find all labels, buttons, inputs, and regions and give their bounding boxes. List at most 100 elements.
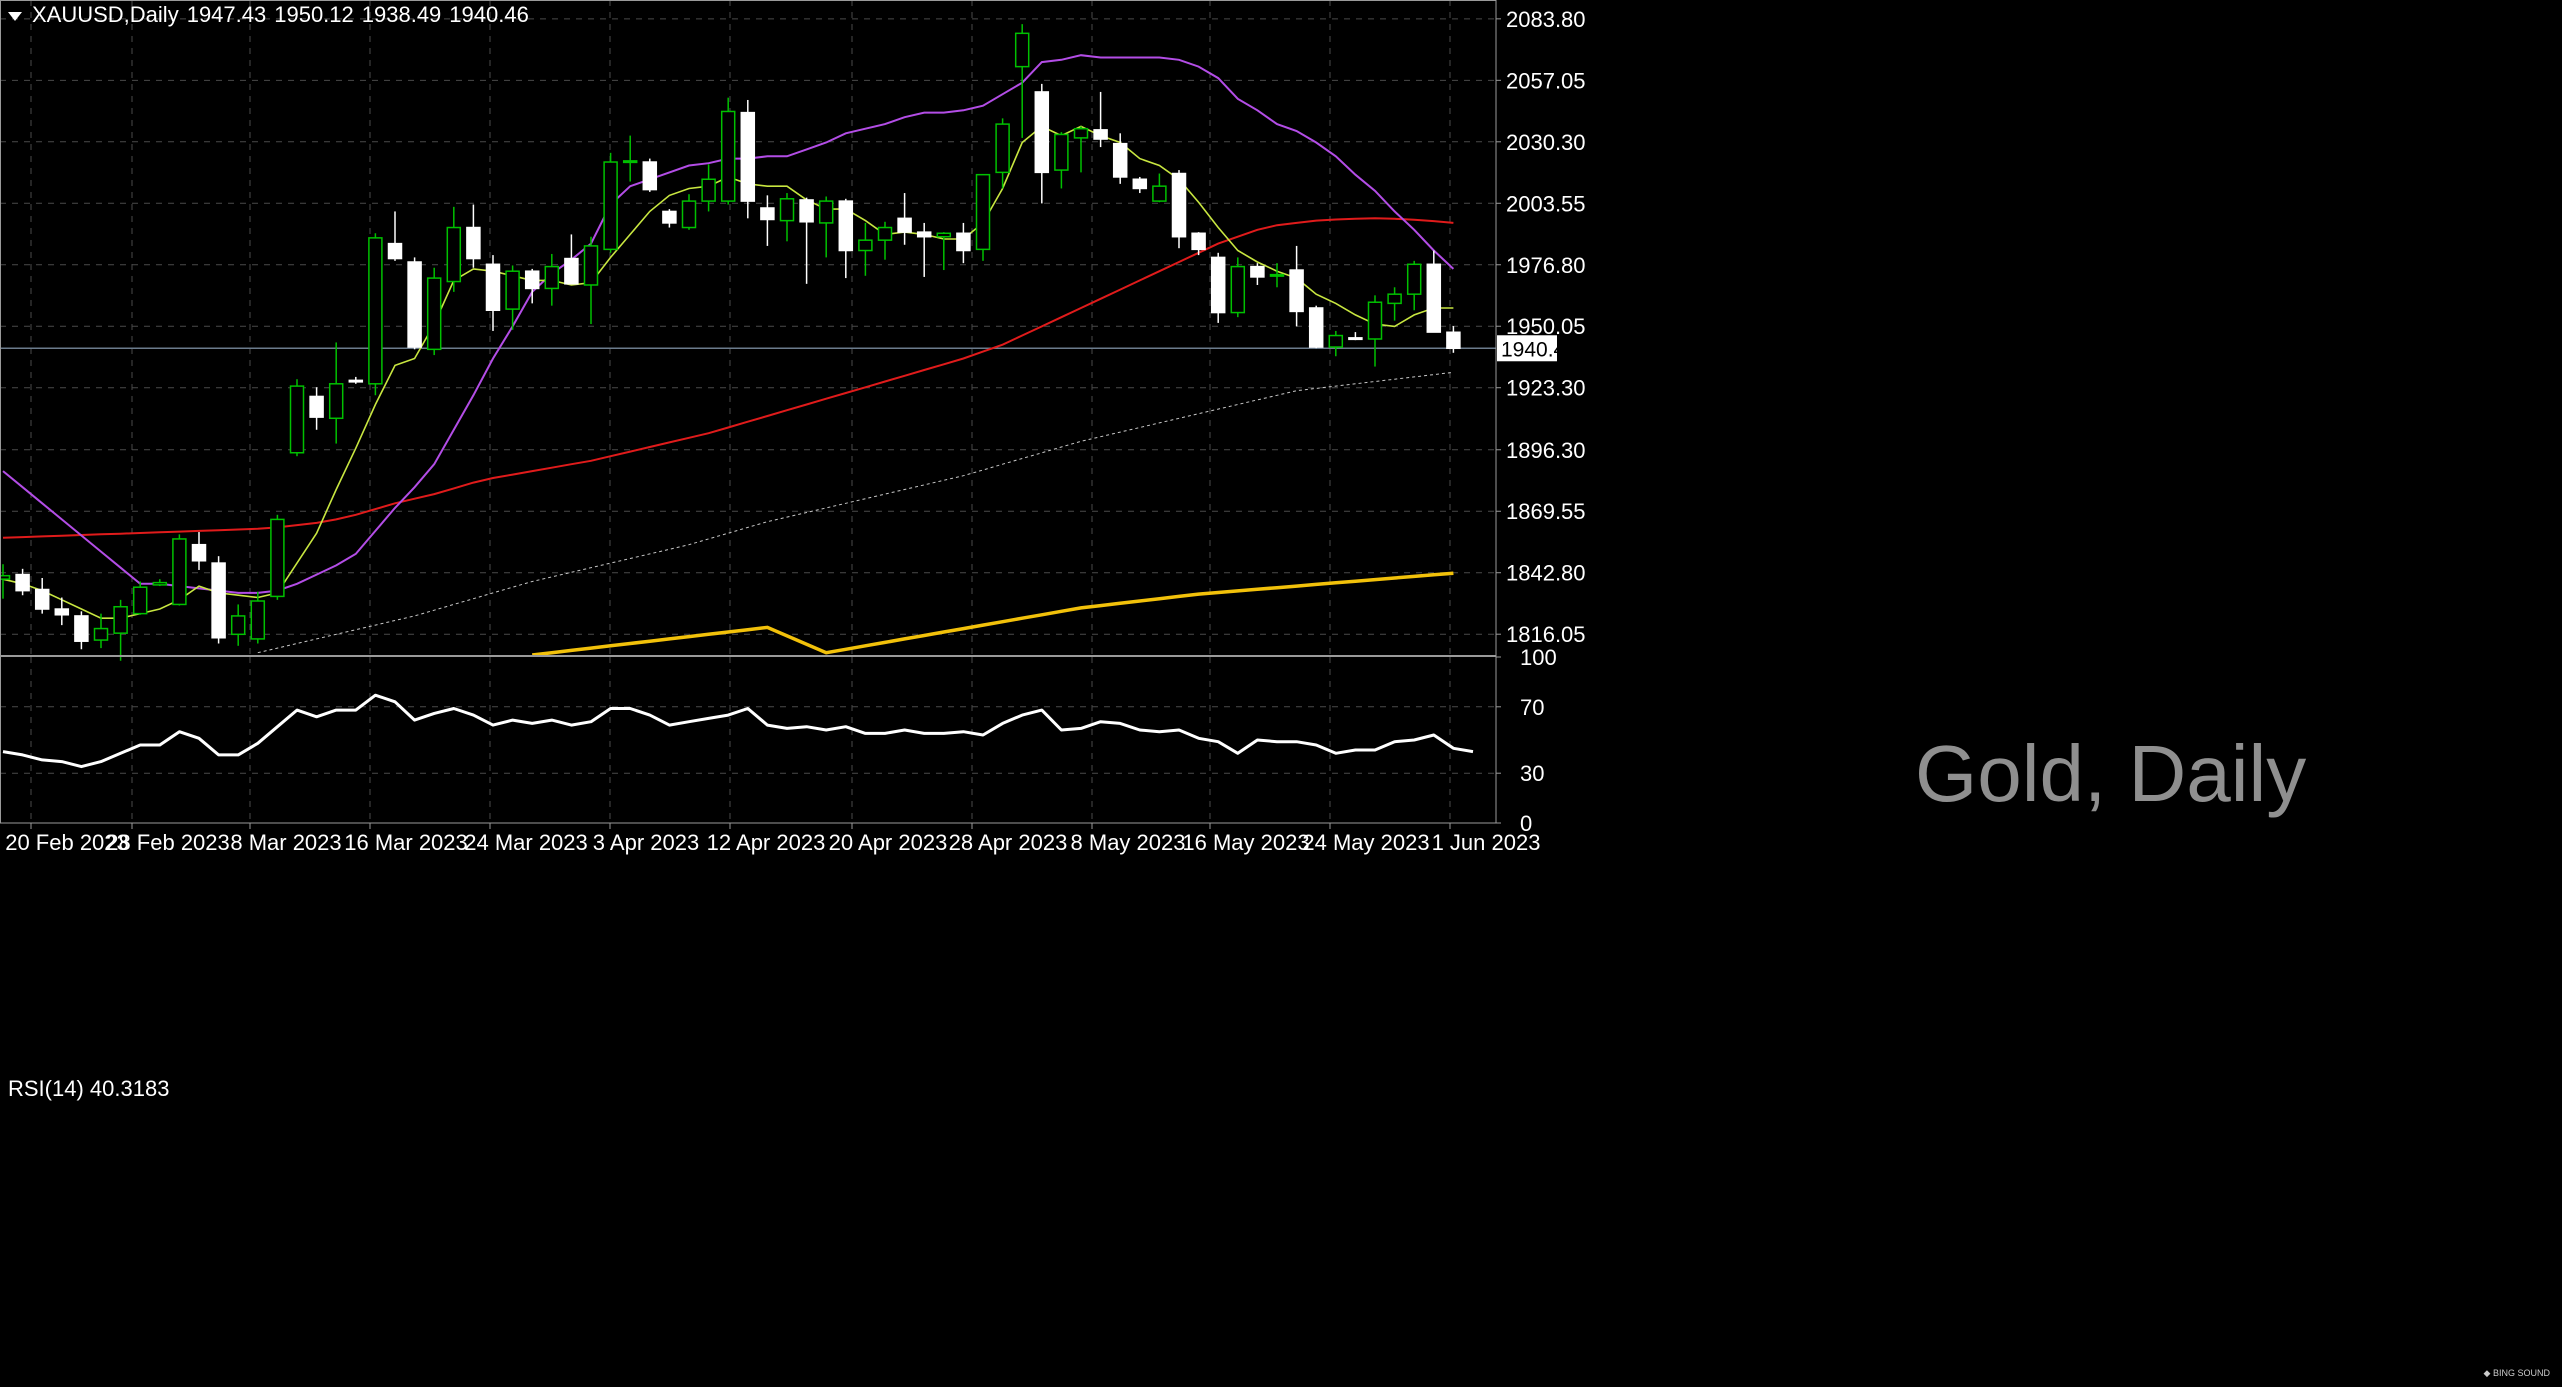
bull-candle [681,200,697,229]
bear-candle [466,226,481,260]
ma-vlong-line [531,571,1454,657]
bull-candle [995,123,1010,174]
bull-candle [1230,265,1246,314]
bull-candle [270,518,285,598]
time-tick-label: 28 Apr 2023 [949,830,1068,855]
bear-candle [1191,232,1206,251]
bull-candle [720,110,736,202]
bear-candle [838,200,854,252]
bear-candle [642,161,658,191]
bull-candle [113,605,128,634]
time-tick-label: 24 Mar 2023 [464,830,588,855]
plot-border [0,0,1497,824]
bear-candle [387,242,403,260]
bear-candle [1132,178,1148,190]
price-tick-label: 1842.80 [1506,561,1586,586]
bear-candle [407,261,422,348]
current-price-label: 1940.46 [1501,338,1577,361]
price-tick-label: 1923.30 [1506,376,1586,401]
ma-long-line [257,371,1454,654]
current-price-box [1497,335,1557,362]
bear-candle [956,232,971,252]
time-tick-label: 8 Mar 2023 [230,830,341,855]
price-tick-label: 2030.30 [1506,130,1586,155]
bull-candle [446,226,462,283]
bear-candle [34,588,50,610]
bull-candle [505,270,520,310]
price-tick-label: 1869.55 [1506,499,1586,524]
bear-candle [760,207,775,221]
time-tick-label: 16 May 2023 [1182,830,1309,855]
bear-candle [191,543,207,562]
time-tick-label: 28 Feb 2023 [106,830,230,855]
bear-candle [1250,265,1265,278]
time-tick-label: 1 Jun 2023 [1432,830,1541,855]
rsi-label: RSI(14) 40.3183 [8,1076,169,1102]
bull-candle [544,265,560,290]
time-tick-label: 20 Apr 2023 [829,830,948,855]
bull-candle [877,226,893,241]
bull-candle [1328,334,1344,348]
price-tick-label: 1896.30 [1506,438,1586,463]
bear-candle [1348,337,1363,341]
bear-candle [74,615,89,642]
bull-candle [250,600,266,640]
bull-candle [818,200,834,224]
brand-badge: ◆ BING SOUND [2484,1368,2550,1379]
bull-candle [152,581,168,586]
bull-candle [172,538,187,606]
bear-candle [897,217,912,233]
high-value: 1950.12 [274,2,354,27]
bull-candle [622,160,638,164]
symbol-label: XAUUSD,Daily [32,2,179,27]
time-tick-label: 20 Feb 2023 [5,830,129,855]
price-tick-label: 1976.80 [1506,253,1586,278]
bull-candle [1054,133,1069,171]
rsi-polyline [2,693,1474,769]
time-tick-label: 16 Mar 2023 [344,830,468,855]
bull-candle [936,232,952,238]
bull-candle [1269,273,1285,277]
bull-candle [132,586,148,615]
bull-candle [975,173,991,251]
bull-candle [230,615,246,636]
bear-candle [15,573,30,592]
bear-candle [1446,331,1461,350]
ma-slow-line [2,217,1454,539]
low-value: 1938.49 [361,2,442,27]
header-menu-triangle-icon[interactable] [8,11,22,21]
bull-candle [701,178,716,202]
time-tick-label: 12 Apr 2023 [707,830,826,855]
bear-candle [1308,307,1324,348]
bear-candle [799,199,814,223]
bull-candle [1152,185,1167,202]
chart-frame [0,0,1497,824]
bear-candle [348,379,364,383]
rsi-tick-label: 0 [1520,811,1532,836]
bear-candle [485,263,501,312]
time-tick-label: 24 May 2023 [1302,830,1429,855]
chart-watermark: Gold, Daily [1915,729,2307,818]
rsi-tick-label: 70 [1520,695,1544,720]
bear-candle [524,270,540,290]
bear-candle [916,231,932,238]
bull-candle [1073,127,1089,139]
bull-candle [583,245,599,286]
bull-candle [603,161,618,251]
rsi-line [2,693,1474,769]
bull-candle [1367,301,1383,340]
bull-candle [426,277,442,351]
candlestick-series [0,24,1461,661]
price-tick-label: 1950.05 [1506,314,1586,339]
bull-candle [93,627,109,641]
diamond-logo-icon: ◆ [2483,1368,2491,1378]
bear-candle [211,562,226,639]
rsi-value: 40.3183 [89,1076,170,1101]
bear-candle [1210,256,1226,314]
bull-candle [289,385,305,454]
bear-candle [564,257,579,285]
bear-candle [309,395,324,418]
rsi-name: RSI(14) [8,1076,84,1101]
bull-candle [858,239,873,252]
